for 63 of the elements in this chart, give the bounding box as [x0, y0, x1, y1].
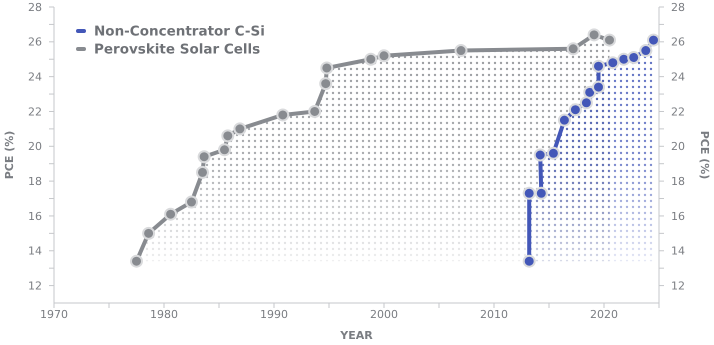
y2-axis-title: PCE (%) — [698, 130, 711, 180]
point — [276, 108, 290, 122]
point — [566, 42, 580, 56]
y-tick-label: 28 — [28, 0, 42, 14]
point — [185, 196, 198, 209]
y2-tick-label: 16 — [671, 210, 685, 223]
point — [534, 186, 548, 200]
point — [568, 103, 582, 116]
x-tick-label: 1990 — [260, 308, 288, 321]
x-tick-label: 2000 — [370, 308, 398, 321]
point — [603, 34, 616, 47]
y2-tick-label: 14 — [671, 244, 685, 258]
point — [221, 129, 234, 142]
y2-tick-label: 28 — [671, 0, 685, 14]
point — [546, 146, 560, 160]
point — [233, 122, 246, 136]
point — [308, 104, 322, 118]
point — [606, 56, 620, 70]
y-tick-label: 18 — [28, 174, 42, 188]
point — [588, 28, 601, 42]
x-tick-label: 2010 — [480, 308, 508, 321]
y2-tick-label: 12 — [671, 279, 685, 292]
point — [198, 150, 211, 164]
point — [639, 44, 652, 58]
point — [378, 49, 390, 62]
point — [583, 86, 596, 99]
point — [164, 208, 178, 221]
point — [522, 254, 536, 268]
point — [558, 114, 571, 127]
legend-label: Non-Concentrator C-Si — [94, 24, 265, 40]
point — [320, 61, 334, 74]
y-tick-label: 12 — [28, 279, 42, 292]
point — [592, 80, 605, 94]
y2-tick-label: 20 — [671, 140, 685, 154]
point — [580, 96, 593, 110]
point — [534, 148, 547, 162]
x-tick-label: 2020 — [590, 308, 618, 321]
point — [627, 50, 640, 64]
point — [592, 60, 605, 73]
y-axis-title: PCE (%) — [3, 130, 16, 180]
x-axis-title: YEAR — [339, 329, 374, 342]
x-tick-label: 1980 — [150, 308, 178, 321]
y-tick-label: 26 — [28, 36, 42, 49]
y-tick-label: 16 — [28, 210, 42, 223]
point — [130, 254, 143, 268]
y2-tick-label: 22 — [671, 105, 685, 118]
y2-tick-label: 26 — [671, 36, 685, 49]
y-tick-label: 20 — [28, 140, 42, 154]
point — [196, 166, 209, 179]
x-tick-label: 1970 — [40, 308, 68, 321]
y-tick-label: 24 — [28, 70, 42, 84]
y-tick-label: 14 — [28, 244, 42, 258]
y2-tick-label: 24 — [671, 70, 685, 84]
point — [522, 186, 536, 200]
point — [647, 34, 660, 47]
point — [142, 226, 156, 240]
point — [454, 44, 468, 58]
y-tick-label: 22 — [28, 105, 42, 118]
y2-tick-label: 18 — [671, 174, 685, 188]
legend-label: Perovskite Solar Cells — [94, 42, 260, 58]
point — [364, 52, 378, 66]
point — [319, 77, 332, 90]
point — [218, 143, 231, 156]
